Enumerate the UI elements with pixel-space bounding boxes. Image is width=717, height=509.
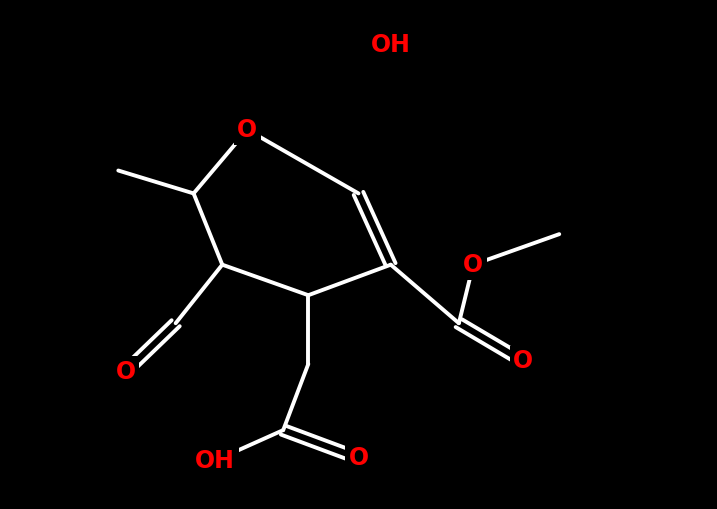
Text: O: O — [237, 118, 257, 142]
Text: OH: OH — [195, 448, 235, 473]
Text: O: O — [348, 446, 369, 470]
Text: O: O — [463, 252, 483, 277]
Text: O: O — [513, 349, 533, 374]
Text: O: O — [115, 359, 136, 384]
Text: OH: OH — [371, 33, 411, 57]
